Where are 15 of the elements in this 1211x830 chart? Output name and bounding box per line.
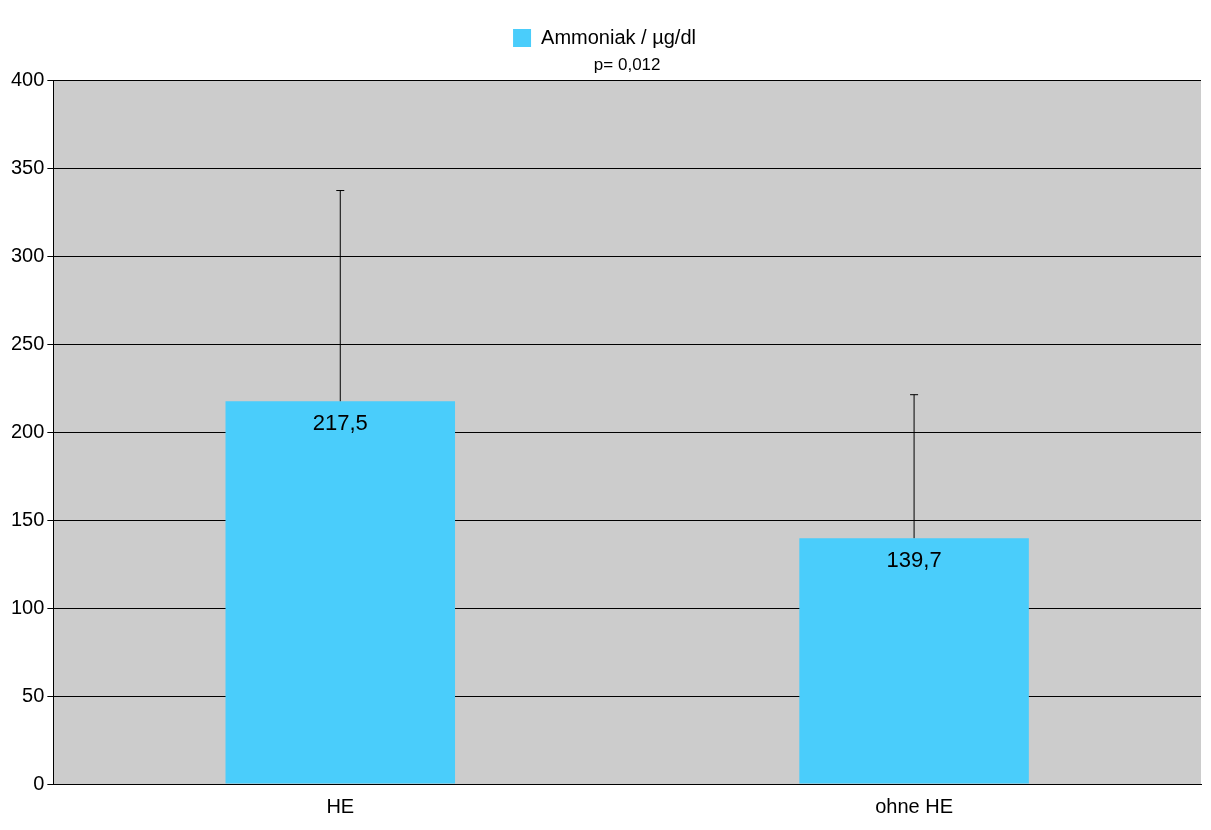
x-tick-label: ohne HE xyxy=(875,794,954,817)
x-tick-label: HE xyxy=(326,794,355,817)
y-tick-label: 150 xyxy=(10,507,45,530)
text: p= 0,012 xyxy=(593,55,661,75)
y-tick-label: 400 xyxy=(10,67,45,90)
y-tick-label: 250 xyxy=(10,331,45,354)
legend-label: Ammoniak / µg/dl xyxy=(541,25,696,48)
y-tick-label: 0 xyxy=(33,771,45,794)
data-label: 139,7 xyxy=(886,547,942,573)
y-tick-label: 100 xyxy=(10,595,45,618)
y-tick-label: 300 xyxy=(10,243,45,266)
y-tick-label: 50 xyxy=(22,683,45,706)
data-label: 217,5 xyxy=(312,410,368,436)
y-tick-label: 350 xyxy=(10,155,45,178)
y-tick-label: 200 xyxy=(10,419,45,442)
